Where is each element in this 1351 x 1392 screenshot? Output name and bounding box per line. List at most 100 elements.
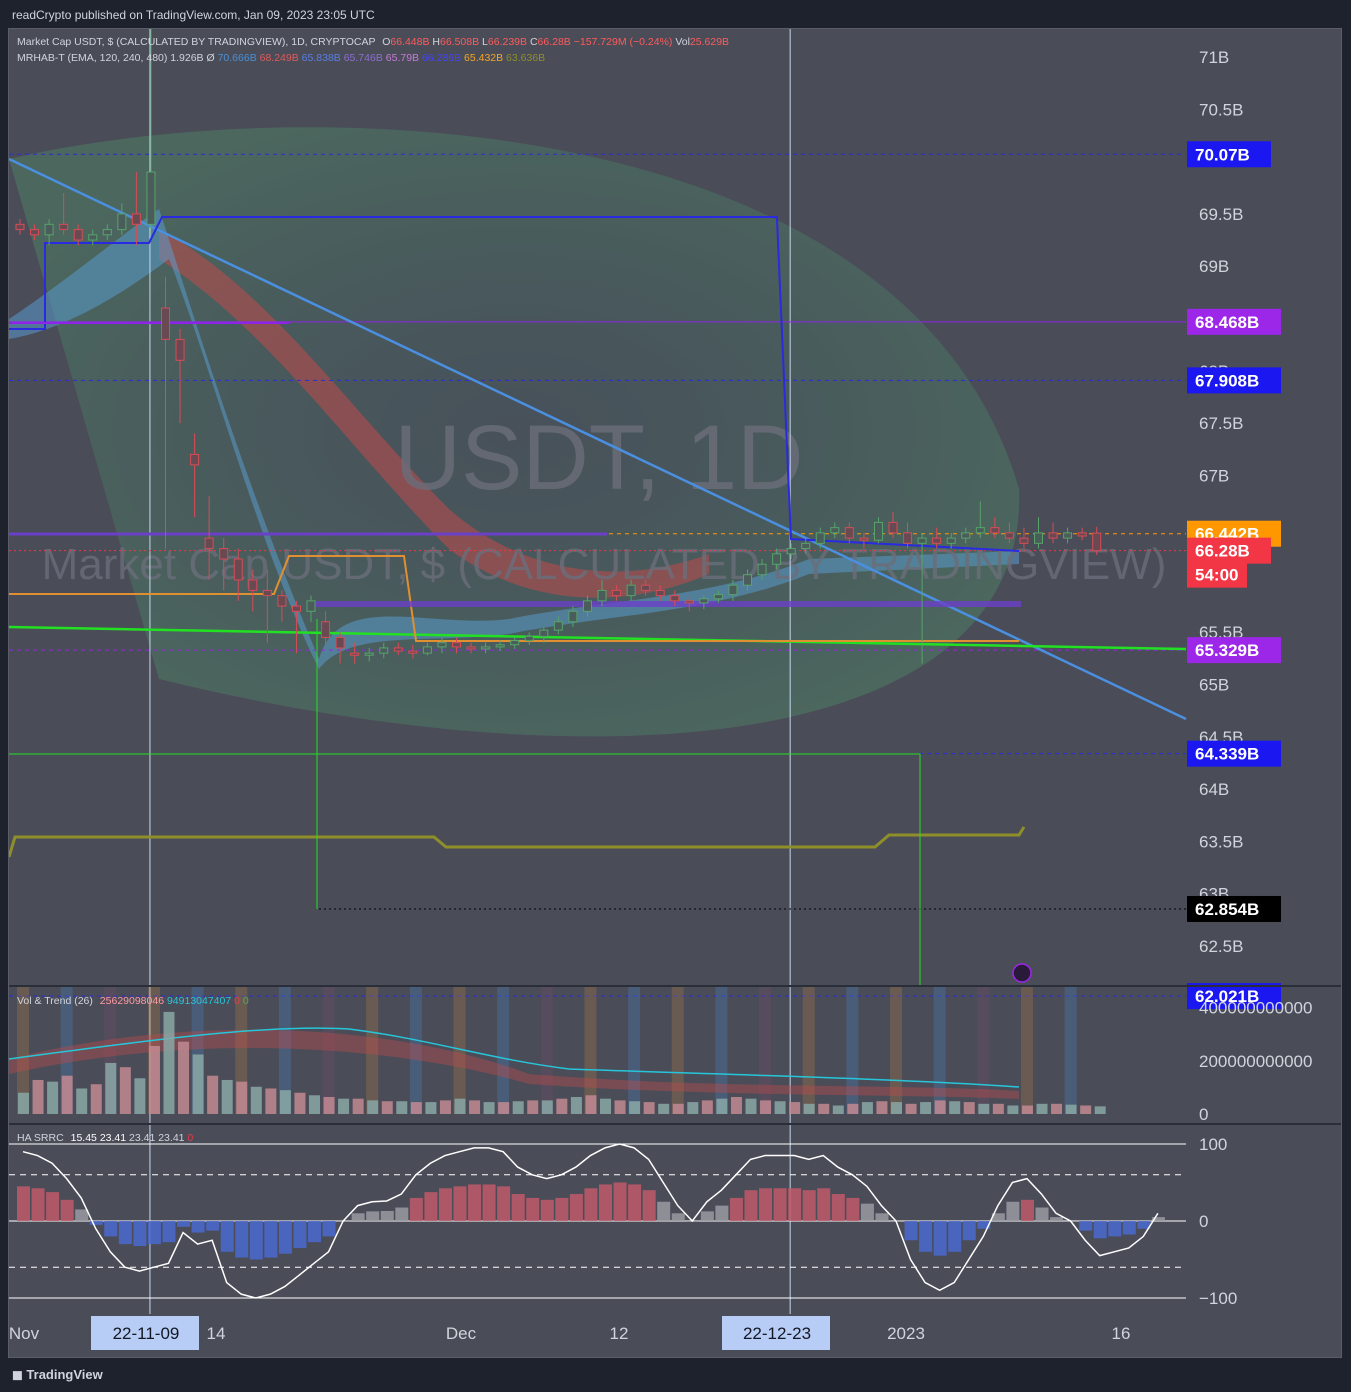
ohlc-h-label: H <box>432 36 440 48</box>
candle-body <box>844 527 854 539</box>
ohlc-c-value: 66.28B <box>537 36 571 48</box>
price-tick: 69B <box>1199 257 1229 276</box>
volume-trend-pane[interactable]: 400000000000 200000000000 0 <box>8 987 1312 1124</box>
osc-histogram-bar <box>1108 1221 1122 1237</box>
candle-body <box>190 453 200 466</box>
volume-bar <box>1065 1104 1077 1114</box>
volume-bar <box>774 1101 786 1114</box>
osc-histogram-bar <box>715 1205 729 1221</box>
osc-histogram-bar <box>380 1210 394 1221</box>
osc-histogram-bar <box>453 1186 467 1221</box>
price-tag-label: 68.468B <box>1195 313 1259 332</box>
price-tag: 64.339B <box>1187 740 1281 767</box>
time-label: 12 <box>610 1324 629 1343</box>
vol-stripe <box>802 987 815 1114</box>
time-highlight: 22-11-09 <box>91 1316 199 1350</box>
osc-histogram-bar <box>278 1221 292 1254</box>
osc-histogram-bar <box>220 1221 234 1252</box>
blue-band <box>9 209 1019 669</box>
volume-bar <box>643 1102 655 1114</box>
vol-label: Vol <box>675 36 690 48</box>
candle-body <box>335 636 345 649</box>
price-tick: 65B <box>1199 676 1229 695</box>
time-label: Dec <box>446 1324 477 1343</box>
candle-body <box>379 647 389 654</box>
volume-bar <box>687 1102 699 1114</box>
candle-body <box>481 646 491 650</box>
osc-histogram-bar <box>540 1199 554 1221</box>
candle-body <box>306 600 316 612</box>
vol-pane-title[interactable]: Vol & Trend (26) <box>17 995 93 1007</box>
volume-bar <box>1094 1106 1106 1114</box>
symbol-name[interactable]: Market Cap USDT, $ (CALCULATED BY TRADIN… <box>17 36 376 48</box>
volume-bar <box>730 1096 742 1114</box>
chart-canvas[interactable]: 71B70.5B69.5B69B67.5B67B65.5B65B64.5B64B… <box>7 25 1341 1357</box>
vol-stripe <box>278 987 291 1114</box>
purple-band-level <box>309 601 1021 607</box>
osc-histogram-bar <box>904 1221 918 1241</box>
volume-bar <box>556 1098 568 1114</box>
volume-bar <box>600 1098 611 1114</box>
volume-bar <box>352 1098 364 1114</box>
indicator-name[interactable]: MRHAB-T (EMA, 120, 240, 480) 1.926B Ø <box>17 52 215 64</box>
indicator-value-3: 65.746B <box>340 52 383 64</box>
candle-body <box>990 527 1000 534</box>
osc-pane-v1: 15.45 <box>70 1132 97 1144</box>
osc-pane-v4: 23.41 <box>158 1132 185 1144</box>
price-tag-bg <box>1187 561 1247 588</box>
osc-histogram-bar <box>191 1221 205 1233</box>
candle-body <box>975 527 985 534</box>
volume-bar <box>745 1098 757 1114</box>
tradingview-logo[interactable]: ◼ TradingView <box>12 1367 103 1383</box>
footer-bar: ◼ TradingView <box>0 1358 1351 1392</box>
main-price-pane[interactable]: 71B70.5B69.5B69B67.5B67B65.5B65B64.5B64B… <box>7 25 1341 1314</box>
candle-body <box>364 652 374 656</box>
osc-histogram-bar <box>933 1221 947 1256</box>
indicator-values: 70.666B 68.249B 65.838B 65.746B 65.79B 6… <box>218 52 546 64</box>
candle-body <box>30 229 40 236</box>
vol-stripe <box>497 987 510 1114</box>
candle-body <box>350 652 360 656</box>
volume-bar <box>963 1102 975 1114</box>
candle-body <box>437 642 447 648</box>
volume-bar <box>818 1103 830 1114</box>
osc-pane-title[interactable]: HA SRRC <box>17 1132 64 1144</box>
price-tick: 63.5B <box>1199 832 1243 851</box>
price-tag: 54:00 <box>1187 561 1247 588</box>
volume-bar <box>789 1102 801 1114</box>
watermark-big: USDT, 1D <box>395 407 804 509</box>
volume-bar <box>716 1098 728 1114</box>
candle-body <box>597 589 607 602</box>
vol-stripe <box>366 987 379 1114</box>
volume-bar <box>978 1103 990 1114</box>
price-tag-label: 62.021B <box>1195 987 1259 1006</box>
candle-body <box>553 621 563 631</box>
osc-histogram-bar <box>759 1188 773 1221</box>
volume-bar <box>207 1075 219 1114</box>
osc-histogram-bar <box>104 1221 118 1237</box>
osc-histogram-bar <box>1151 1217 1165 1221</box>
price-tag-label: 66.28B <box>1195 542 1250 561</box>
price-tag-bg <box>1187 740 1281 767</box>
price-tag: 62.854B <box>1187 895 1281 922</box>
volume-bar <box>469 1100 481 1114</box>
price-tick: 70.5B <box>1199 100 1243 119</box>
ohlc-o-label: O <box>382 36 391 48</box>
volume-bar <box>178 1041 190 1114</box>
volume-bar <box>1080 1105 1092 1114</box>
candle-body <box>102 229 112 236</box>
volume-bar <box>1021 1105 1033 1114</box>
time-label: 2023 <box>887 1324 925 1343</box>
volume-bar <box>570 1096 582 1114</box>
candle-body <box>1034 532 1043 544</box>
osc-histogram-bar <box>1093 1221 1107 1239</box>
volume-bar <box>949 1101 961 1114</box>
vol-stripe <box>759 987 772 1114</box>
ha-srrc-pane[interactable]: 100 0 −100 <box>9 1135 1237 1308</box>
osc-histogram-bar <box>497 1186 511 1221</box>
vol-tick: 200000000000 <box>1199 1052 1312 1071</box>
osc-histogram-bar <box>511 1194 525 1221</box>
time-axis[interactable]: Nov 14 Dec 12 2023 16 22-11-09 22-12-23 <box>9 1316 1130 1350</box>
osc-histogram-bar <box>599 1184 612 1221</box>
volume-bar <box>90 1084 102 1114</box>
